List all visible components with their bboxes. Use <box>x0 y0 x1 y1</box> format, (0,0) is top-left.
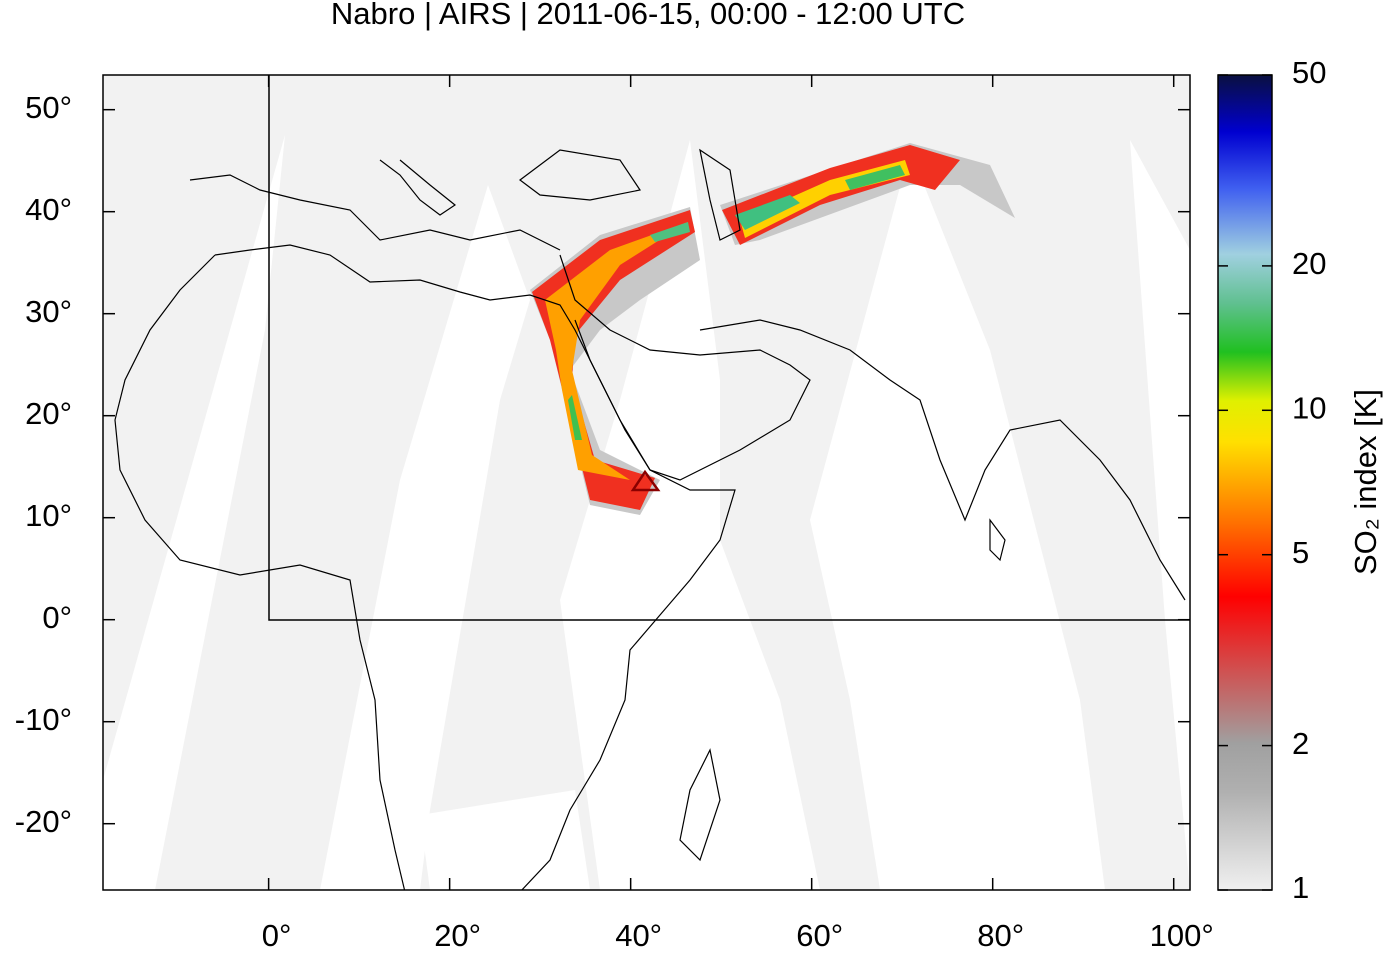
y-tick-label: -10° <box>15 702 72 737</box>
colorbar-tick-label: 2 <box>1292 726 1309 761</box>
colorbar-tick-label: 1 <box>1292 870 1309 905</box>
y-tick-label: 20° <box>25 396 72 431</box>
y-tick-label: 0° <box>42 600 72 635</box>
y-tick-label: -20° <box>15 804 72 839</box>
x-tick-label: 100° <box>1150 918 1214 950</box>
colorbar <box>1217 74 1273 891</box>
colorbar-tick-label: 10 <box>1292 390 1326 425</box>
x-tick-label: 20° <box>434 918 481 950</box>
coastlines <box>114 148 1186 890</box>
x-tick-label: 80° <box>977 918 1024 950</box>
y-tick-label: 30° <box>25 294 72 329</box>
region-box <box>268 75 1190 621</box>
colorbar-tick-label: 5 <box>1292 535 1309 570</box>
y-tick-label: 10° <box>25 498 72 533</box>
x-tick-label: 40° <box>615 918 662 950</box>
chart-title: Nabro | AIRS | 2011-06-15, 00:00 - 12:00… <box>331 0 965 31</box>
so2-plume <box>530 143 1015 515</box>
volcano-marker <box>630 469 661 492</box>
y-tick-label: 50° <box>25 90 72 125</box>
colorbar-tick-label: 50 <box>1292 55 1326 90</box>
colorbar-tick-label: 20 <box>1292 246 1326 281</box>
swath-gaps <box>103 135 1190 890</box>
colorbar-label: SO₂ index [K] <box>1348 389 1383 575</box>
x-tick-label: 0° <box>262 918 292 950</box>
map-area <box>103 75 1190 890</box>
plot-frame <box>102 74 1191 891</box>
y-tick-label: 40° <box>25 192 72 227</box>
x-tick-label: 60° <box>796 918 843 950</box>
